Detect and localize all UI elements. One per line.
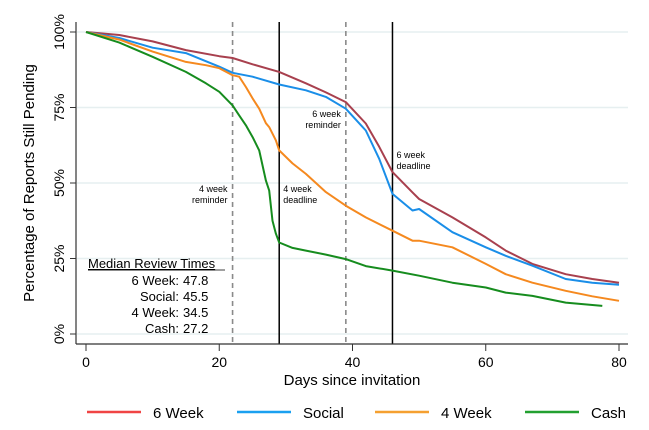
- reference-lines: [231, 22, 394, 344]
- legend-label-6-week: 6 Week: [153, 405, 204, 422]
- x-tick-label: 20: [211, 354, 227, 370]
- reference-label: 4 week: [199, 184, 228, 194]
- legend: 6 Week Social 4 Week Cash: [87, 405, 626, 422]
- median-row-value: 34.5: [183, 305, 208, 320]
- gridlines: [77, 31, 628, 335]
- median-row-label: Social:: [140, 289, 179, 304]
- tick-marks: [70, 31, 620, 351]
- series-line-cash: [85, 31, 603, 307]
- reference-label: reminder: [192, 195, 228, 205]
- y-tick-label: 100%: [51, 14, 67, 50]
- median-row-value: 47.8: [183, 273, 208, 288]
- tick-labels: 0% 25% 50% 75% 100% 0 20 40 60 80: [51, 14, 627, 370]
- reference-label: deadline: [396, 161, 430, 171]
- x-tick-label: 0: [82, 354, 90, 370]
- series-line-6-week: [85, 31, 620, 284]
- reference-label: reminder: [305, 120, 341, 130]
- y-tick-label: 50%: [51, 169, 67, 197]
- x-tick-label: 60: [478, 354, 494, 370]
- legend-label-4-week: 4 Week: [441, 405, 492, 422]
- reference-label: 4 week: [283, 184, 312, 194]
- legend-label-social: Social: [303, 405, 344, 422]
- y-tick-label: 0%: [51, 324, 67, 344]
- median-row-value: 27.2: [183, 321, 208, 336]
- median-rows: 6 Week: 47.8 Social: 45.5 4 Week: 34.5 Cash: 27…: [132, 273, 209, 336]
- reference-label: 6 week: [396, 150, 425, 160]
- series-line-social: [85, 31, 620, 286]
- x-tick-label: 80: [611, 354, 627, 370]
- legend-label-cash: Cash: [591, 405, 626, 422]
- reference-label: deadline: [283, 195, 317, 205]
- median-row-label: 6 Week:: [132, 273, 179, 288]
- y-tick-label: 75%: [51, 93, 67, 121]
- median-row-label: 4 Week:: [132, 305, 179, 320]
- x-axis-title: Days since invitation: [284, 372, 421, 389]
- median-review-times-box: Median Review Times 6 Week: 47.8 Social: 45…: [88, 256, 225, 336]
- median-row-value: 45.5: [183, 289, 208, 304]
- series-lines: [85, 31, 620, 307]
- series-line-4-week: [85, 31, 620, 302]
- x-tick-label: 40: [345, 354, 361, 370]
- median-heading: Median Review Times: [88, 256, 216, 271]
- y-tick-label: 25%: [51, 244, 67, 272]
- median-row-label: Cash:: [145, 321, 179, 336]
- reference-label: 6 week: [312, 109, 341, 119]
- y-axis-title: Percentage of Reports Still Pending: [21, 64, 38, 302]
